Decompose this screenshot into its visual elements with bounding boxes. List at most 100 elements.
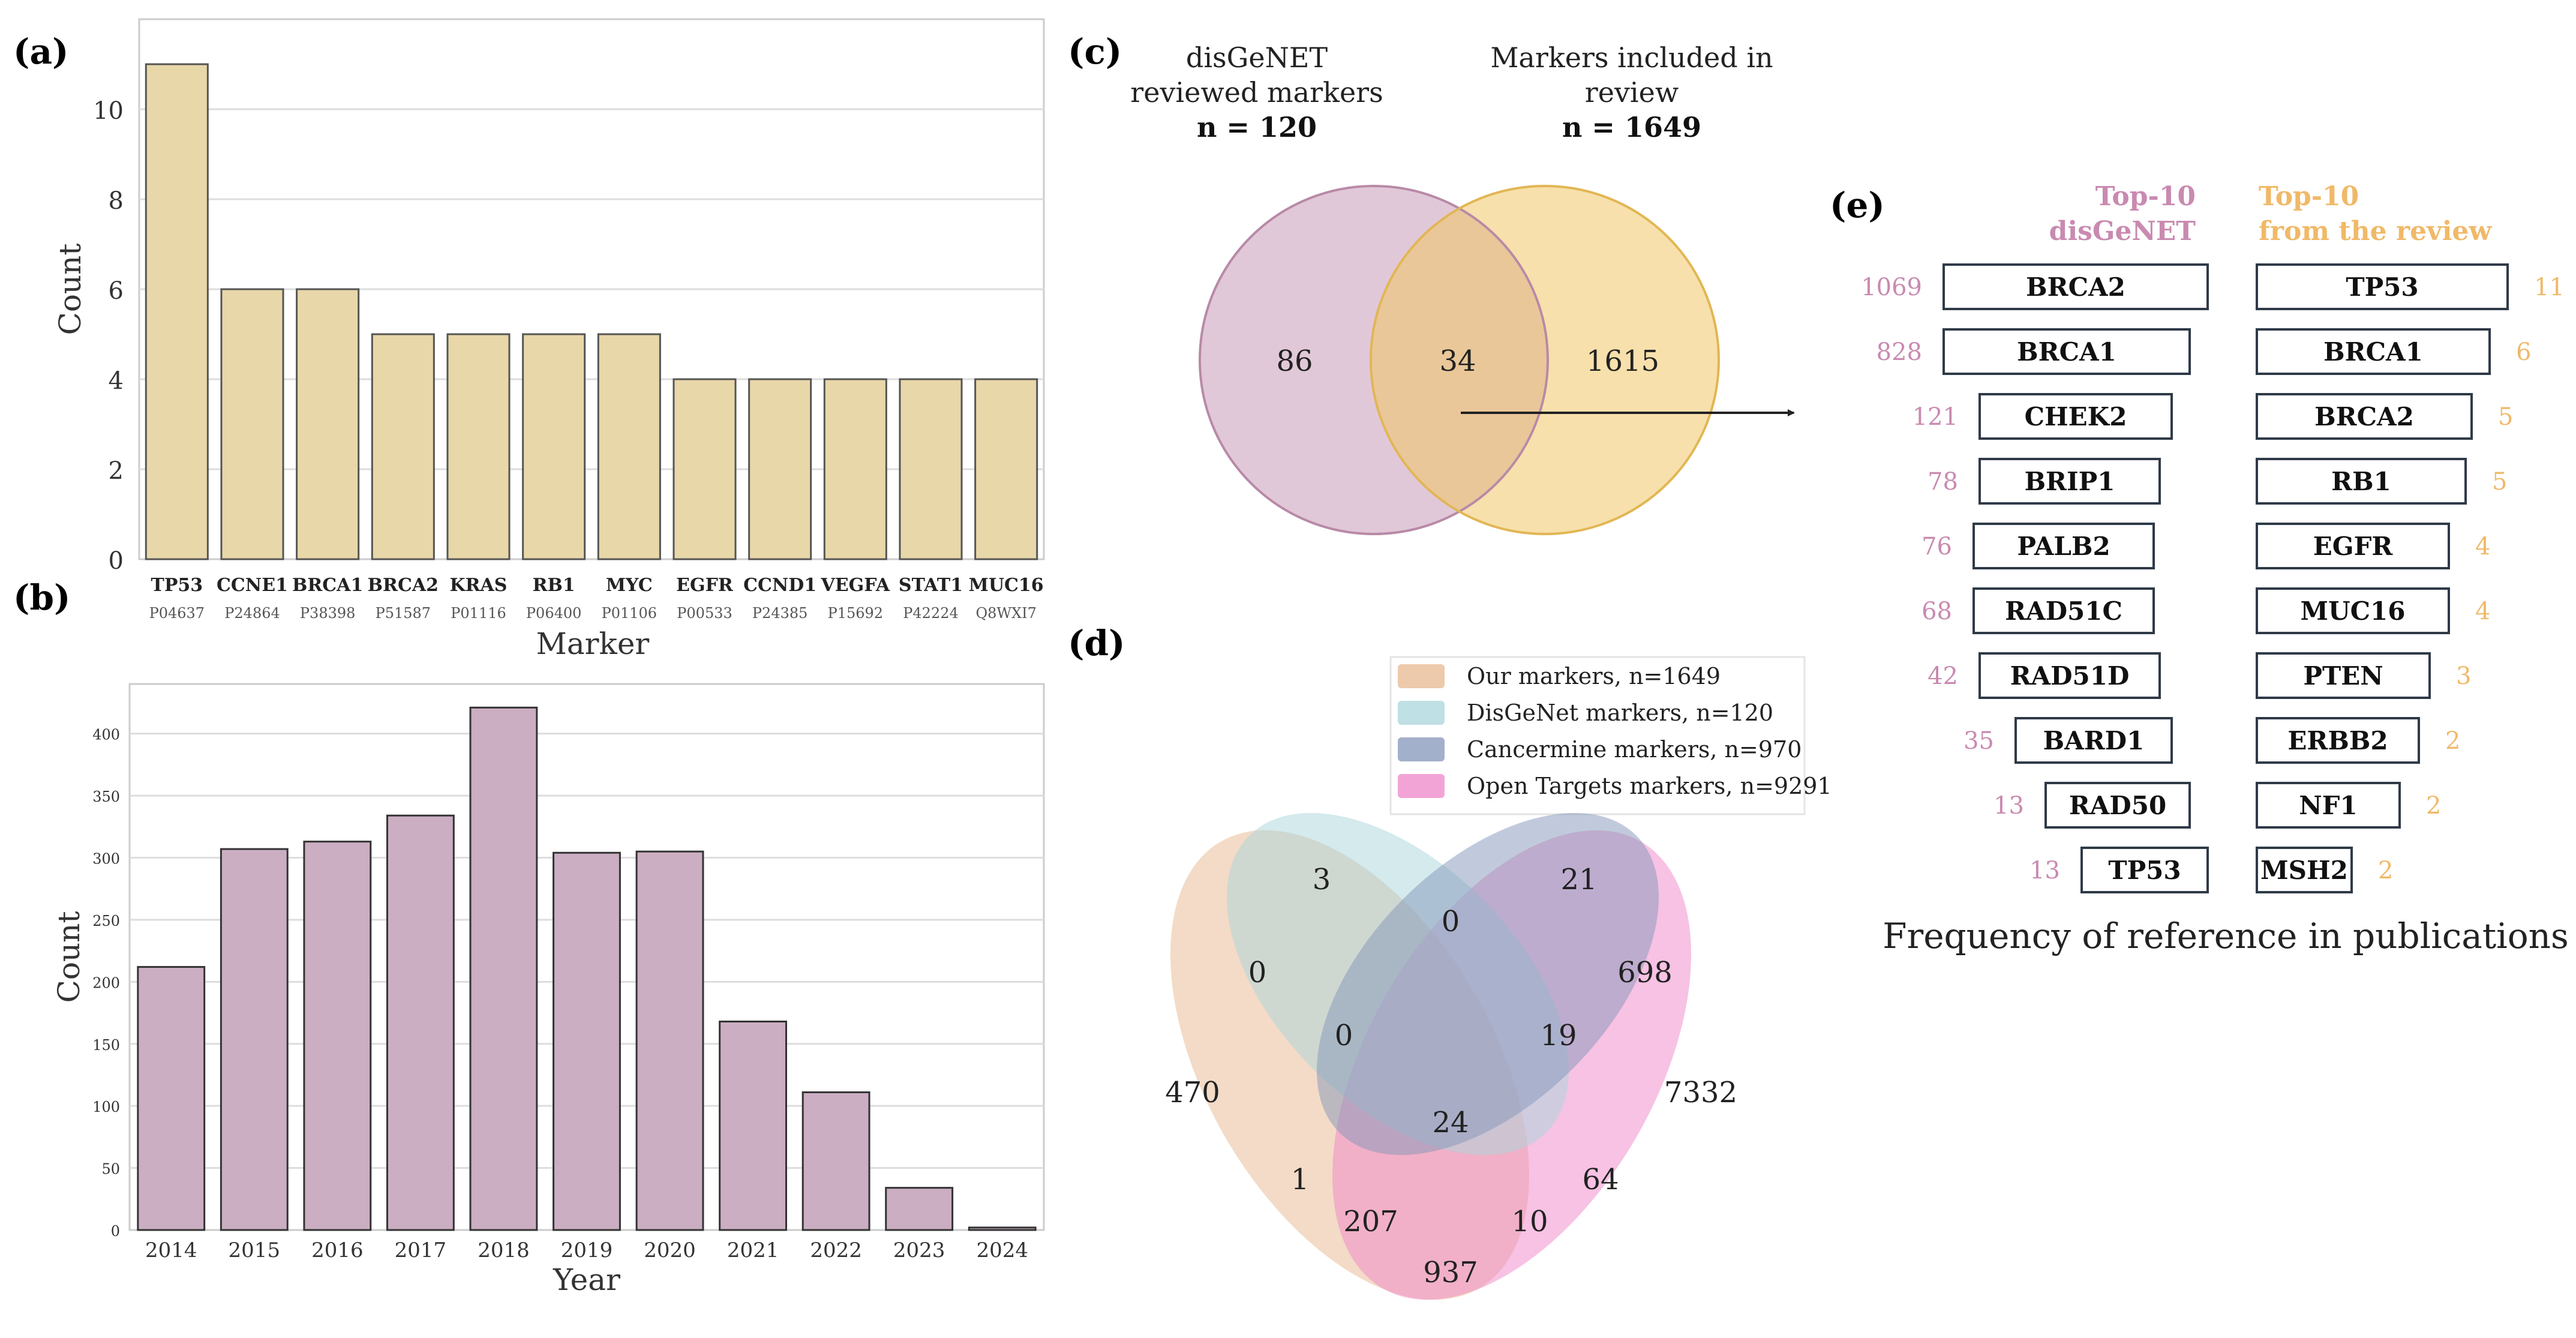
gene-box — [2044, 782, 2191, 829]
panel-a-bar-chart: (a) 0 2 4 6 8 10 TP53 P04637 CCNE1 P24864 BRCA1 P3… — [13, 18, 1045, 661]
x-tick-label: 2021 — [727, 1238, 779, 1262]
x-tick-sublabel: P51587 — [376, 605, 431, 622]
bar — [220, 848, 289, 1231]
x-tick-label: BRCA1 — [292, 575, 363, 596]
table-e-left-row: RAD51C 68 — [1922, 587, 2155, 634]
panel-e-label: (e) — [1830, 185, 1885, 226]
reference-count: 35 — [1963, 727, 1994, 755]
venn-d-region-count: 21 — [1560, 863, 1597, 896]
panel-a-y-axis-label: Count — [53, 244, 88, 335]
venn-c-left-title-line2: reviewed markers — [1130, 76, 1383, 109]
reference-count: 5 — [2498, 403, 2513, 431]
venn-c-right-title-line2: review — [1585, 76, 1679, 109]
bar — [823, 378, 887, 560]
x-tick-label: VEGFA — [821, 575, 890, 596]
gene-label: BRCA2 — [2314, 402, 2414, 431]
panel-a-label: (a) — [13, 31, 68, 72]
venn-d-legend-label: DisGeNet markers, n=120 — [1467, 700, 1773, 726]
bar — [522, 333, 586, 560]
gene-box — [1978, 652, 2161, 699]
y-tick-label: 4 — [109, 367, 124, 395]
venn-d-legend-swatch — [1398, 664, 1445, 688]
table-e-right-header-line2: from the review — [2259, 216, 2492, 247]
bar — [553, 851, 621, 1231]
table-e-left-header-line1: Top-10 — [2095, 181, 2196, 212]
venn-c-outline-review — [1370, 185, 1720, 535]
y-tick-label: 350 — [92, 788, 120, 805]
gene-box — [1972, 523, 2155, 569]
x-tick-label: RB1 — [533, 575, 575, 596]
panel-b-bars — [137, 706, 1037, 1231]
table-e-caption: Frequency of reference in publications — [1883, 916, 2568, 956]
venn-d-region-count: 207 — [1343, 1205, 1398, 1238]
reference-count: 76 — [1922, 533, 1952, 560]
gene-box — [2256, 652, 2431, 699]
bar — [371, 333, 435, 560]
panel-a-x-tick-labels: TP53 P04637 CCNE1 P24864 BRCA1 P38398 BRCA2 P51… — [149, 575, 1044, 622]
table-e-right-row: TP53 11 — [2256, 263, 2565, 310]
y-tick-label: 50 — [101, 1161, 120, 1178]
venn-d-legend-swatch — [1398, 774, 1445, 798]
y-tick-label: 8 — [109, 187, 124, 215]
venn-d-region-count: 0 — [1248, 956, 1267, 989]
x-tick-label: 2024 — [976, 1238, 1028, 1262]
bar — [635, 850, 704, 1231]
panel-b-x-axis-label: Year — [553, 1262, 620, 1297]
bar — [968, 1226, 1037, 1231]
gene-box — [2080, 847, 2209, 893]
venn-c-outline-disgenet — [1199, 185, 1549, 535]
y-tick-label: 2 — [109, 457, 124, 485]
table-e-right-row: BRCA1 6 — [2256, 328, 2531, 375]
gene-label: NF1 — [2299, 791, 2357, 820]
gene-box — [2256, 393, 2473, 440]
bar — [296, 288, 360, 560]
x-tick-label: 2023 — [893, 1238, 945, 1262]
y-tick-label: 0 — [109, 547, 124, 575]
venn-c-right-title-line1: Markers included in — [1490, 41, 1773, 74]
x-tick-label: 2019 — [561, 1238, 613, 1262]
panel-e-top10-table: (e) Top-10 disGeNET Top-10 from the revi… — [1830, 181, 2569, 956]
gene-label: BARD1 — [2043, 726, 2145, 755]
bar — [801, 1091, 870, 1231]
table-e-right-header-line1: Top-10 — [2259, 181, 2359, 212]
bar — [885, 1187, 954, 1231]
panel-d-venn: (d) Our markers, n=1649 DisGeNet markers… — [1068, 623, 1832, 1300]
gene-box — [2256, 328, 2491, 375]
y-tick-label: 300 — [92, 851, 120, 868]
gene-label: EGFR — [2313, 532, 2394, 561]
venn-d-region-count: 64 — [1582, 1163, 1619, 1196]
x-tick-sublabel: P06400 — [526, 605, 582, 622]
gene-box — [2014, 717, 2173, 764]
venn-d-region-count: 470 — [1165, 1076, 1220, 1109]
y-tick-label: 150 — [92, 1037, 120, 1054]
bar — [446, 333, 511, 560]
x-tick-label: CCNE1 — [217, 575, 288, 596]
x-tick-label: KRAS — [450, 575, 508, 596]
venn-c-left-title-line1: disGeNET — [1186, 41, 1328, 74]
x-tick-label: 2016 — [311, 1238, 364, 1262]
gene-box — [1942, 328, 2191, 375]
bar — [137, 966, 206, 1231]
panel-b-y-axis-label: Count — [52, 911, 86, 1003]
venn-d-legend-label: Our markers, n=1649 — [1467, 663, 1721, 689]
gene-label: RAD51C — [2005, 596, 2122, 626]
bar — [974, 378, 1038, 560]
table-e-right-row: RB1 5 — [2256, 458, 2507, 505]
reference-count: 68 — [1922, 598, 1952, 625]
panel-a-x-axis-label: Marker — [536, 626, 650, 661]
reference-count: 42 — [1928, 662, 1958, 690]
x-tick-label: 2015 — [229, 1238, 281, 1262]
table-e-right-row: ERBB2 2 — [2256, 717, 2460, 764]
table-e-left-column: BRCA2 1069 BRCA1 828 CHEK2 121 BRIP1 78 PALB2 76 R… — [1861, 263, 2209, 893]
reference-count: 13 — [2029, 857, 2060, 884]
panel-b-y-ticks: 0 50 100 150 200 250 300 350 400 — [92, 727, 120, 1240]
x-tick-sublabel: P24864 — [224, 605, 280, 622]
bar — [220, 288, 284, 560]
x-tick-label: BRCA2 — [368, 575, 439, 596]
reference-count: 4 — [2475, 598, 2490, 625]
venn-d-legend-swatch — [1398, 701, 1445, 725]
gene-box — [1972, 587, 2155, 634]
gene-label: RB1 — [2331, 467, 2391, 496]
venn-d-region-count: 24 — [1432, 1106, 1469, 1139]
